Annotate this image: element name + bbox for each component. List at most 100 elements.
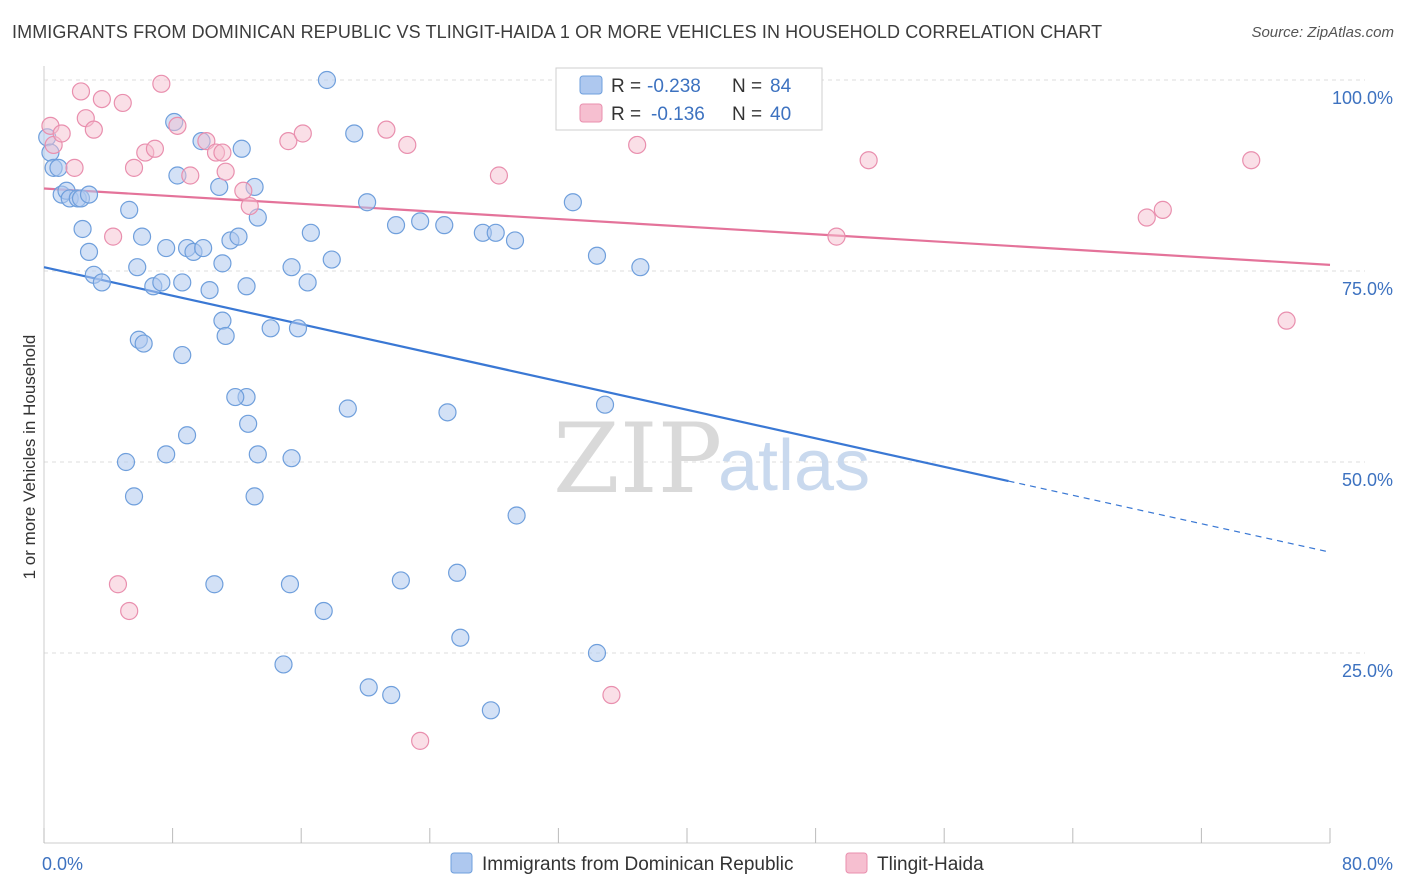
pink-point-35[interactable] <box>108 575 128 594</box>
blue-point-29[interactable] <box>210 177 229 197</box>
pink-point-25[interactable] <box>398 135 417 155</box>
pink-point-2[interactable] <box>52 124 71 143</box>
legend-r-label-2: R = <box>611 104 641 125</box>
blue-point-71[interactable] <box>338 399 357 418</box>
blue-point-73[interactable] <box>507 506 526 525</box>
pink-point-20[interactable] <box>234 181 253 200</box>
blue-point-3[interactable] <box>49 158 68 177</box>
pink-point-18[interactable] <box>213 143 232 162</box>
blue-point-40[interactable] <box>298 273 317 292</box>
pink-point-21[interactable] <box>240 196 259 216</box>
blue-point-16[interactable] <box>132 227 152 246</box>
blue-point-27[interactable] <box>200 281 219 300</box>
blue-point-80[interactable] <box>587 643 607 663</box>
pink-point-27[interactable] <box>628 135 647 155</box>
pink-point-15[interactable] <box>181 166 200 185</box>
pink-point-37[interactable] <box>411 731 430 750</box>
blue-point-44[interactable] <box>317 70 337 90</box>
pink-point-22[interactable] <box>279 132 298 151</box>
blue-point-83[interactable] <box>382 685 401 705</box>
blue-point-34[interactable] <box>237 277 256 296</box>
blue-trend-line-extension <box>1008 480 1331 553</box>
blue-point-9[interactable] <box>79 185 99 204</box>
blue-point-45[interactable] <box>358 193 377 212</box>
pink-point-4[interactable] <box>71 82 91 101</box>
blue-point-48[interactable] <box>435 216 454 235</box>
blue-point-58[interactable] <box>134 334 153 353</box>
blue-point-65[interactable] <box>124 487 144 506</box>
pink-point-14[interactable] <box>168 116 187 135</box>
blue-point-53[interactable] <box>587 246 607 265</box>
pink-point-24[interactable] <box>377 120 396 139</box>
blue-point-50[interactable] <box>486 223 505 242</box>
blue-point-62[interactable] <box>177 426 197 445</box>
blue-point-18[interactable] <box>152 273 171 292</box>
blue-point-79[interactable] <box>451 628 470 647</box>
blue-point-31[interactable] <box>213 311 232 330</box>
blue-point-10[interactable] <box>73 219 92 239</box>
pink-point-12[interactable] <box>145 139 165 158</box>
blue-point-21[interactable] <box>173 273 192 292</box>
blue-point-37[interactable] <box>261 319 280 338</box>
pink-point-36[interactable] <box>120 601 139 621</box>
blue-point-38[interactable] <box>282 258 301 277</box>
pink-point-9[interactable] <box>113 93 132 113</box>
blue-point-64[interactable] <box>116 452 136 472</box>
pink-point-33[interactable] <box>1242 151 1261 170</box>
blue-point-24[interactable] <box>194 238 213 258</box>
blue-point-59[interactable] <box>173 345 192 365</box>
pink-point-29[interactable] <box>827 227 846 246</box>
blue-point-72[interactable] <box>438 403 457 422</box>
blue-point-60[interactable] <box>216 326 235 346</box>
pink-point-34[interactable] <box>1277 311 1296 330</box>
pink-point-6[interactable] <box>84 120 103 139</box>
pink-point-32[interactable] <box>1153 200 1172 219</box>
blue-point-70[interactable] <box>282 449 301 468</box>
pink-point-19[interactable] <box>216 162 235 181</box>
pink-point-23[interactable] <box>293 124 312 143</box>
pink-point-8[interactable] <box>104 227 123 246</box>
pink-point-10[interactable] <box>124 158 144 177</box>
pink-point-38[interactable] <box>602 685 621 705</box>
blue-point-32[interactable] <box>232 139 251 158</box>
blue-point-84[interactable] <box>481 701 500 720</box>
blue-point-15[interactable] <box>128 258 147 277</box>
blue-point-42[interactable] <box>322 250 341 269</box>
blue-point-81[interactable] <box>274 655 293 674</box>
blue-point-19[interactable] <box>157 238 176 258</box>
blue-point-52[interactable] <box>563 193 582 212</box>
blue-point-14[interactable] <box>120 200 139 219</box>
blue-point-33[interactable] <box>229 227 248 246</box>
blue-point-74[interactable] <box>205 575 224 594</box>
blue-point-11[interactable] <box>79 242 99 261</box>
series-legend-label-1[interactable]: Immigrants from Dominican Republic <box>482 854 794 875</box>
blue-point-76[interactable] <box>314 601 333 621</box>
pink-point-3[interactable] <box>65 158 84 177</box>
blue-point-46[interactable] <box>386 216 406 235</box>
pink-point-7[interactable] <box>92 89 111 109</box>
blue-point-75[interactable] <box>280 575 300 594</box>
pink-point-30[interactable] <box>859 151 878 170</box>
blue-point-68[interactable] <box>248 445 267 464</box>
blue-point-51[interactable] <box>505 231 525 250</box>
blue-point-69[interactable] <box>245 487 264 506</box>
pink-point-13[interactable] <box>152 74 171 93</box>
blue-point-67[interactable] <box>239 414 258 433</box>
chart-title: IMMIGRANTS FROM DOMINICAN REPUBLIC VS TL… <box>12 22 1103 42</box>
blue-point-54[interactable] <box>595 395 615 414</box>
blue-point-43[interactable] <box>345 124 364 143</box>
blue-point-55[interactable] <box>631 258 650 277</box>
pink-point-26[interactable] <box>489 166 509 185</box>
pink-point-31[interactable] <box>1137 208 1156 227</box>
blue-point-78[interactable] <box>448 563 467 582</box>
blue-point-47[interactable] <box>411 212 430 231</box>
blue-point-66[interactable] <box>226 387 245 407</box>
blue-point-13[interactable] <box>92 273 111 292</box>
series-legend-label-2[interactable]: Tlingit-Haida <box>877 854 984 875</box>
blue-point-82[interactable] <box>359 678 378 697</box>
blue-point-39[interactable] <box>288 319 308 338</box>
blue-point-63[interactable] <box>157 445 176 464</box>
blue-point-77[interactable] <box>391 571 410 590</box>
blue-point-41[interactable] <box>301 223 320 242</box>
blue-point-28[interactable] <box>213 254 232 273</box>
